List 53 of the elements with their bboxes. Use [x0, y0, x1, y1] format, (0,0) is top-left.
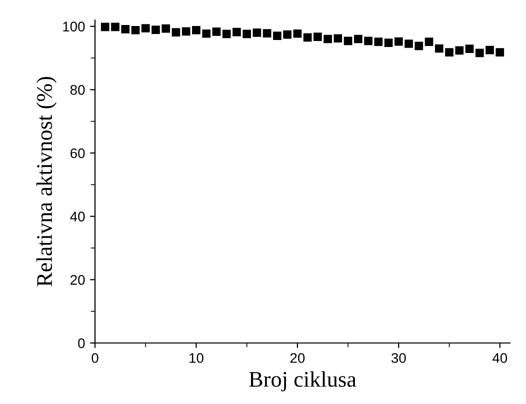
point [152, 26, 160, 34]
point [293, 29, 302, 38]
point [475, 48, 484, 58]
x-tick-label: 30 [391, 353, 406, 363]
point [172, 28, 180, 37]
point [414, 42, 424, 50]
point [100, 22, 110, 32]
y-tick-label: 100 [63, 22, 85, 32]
point [496, 48, 504, 56]
point [314, 32, 322, 41]
point [262, 29, 272, 38]
point [232, 28, 241, 36]
y-tick-label: 20 [70, 275, 85, 285]
point [202, 29, 211, 38]
point [384, 38, 393, 47]
point [445, 48, 454, 56]
y-tick-label: 60 [70, 148, 85, 158]
x-tick-label: 10 [190, 353, 204, 363]
point [252, 28, 262, 37]
point [364, 36, 372, 46]
point [273, 32, 282, 40]
point [192, 26, 200, 34]
point [141, 24, 150, 32]
point [222, 30, 231, 38]
point [394, 37, 403, 46]
point [324, 34, 332, 44]
point [242, 30, 251, 38]
y-tick-label: 40 [70, 212, 85, 222]
point [212, 28, 221, 36]
point [121, 25, 130, 34]
point [455, 46, 464, 55]
point [404, 40, 413, 48]
point [334, 34, 342, 43]
y-axis-title: Relativna aktivnost (%) [36, 76, 57, 286]
y-tick-label: 0 [78, 338, 85, 348]
x-axis-title: Broj ciklusa [249, 371, 356, 392]
point [354, 34, 362, 44]
point [283, 30, 292, 39]
point [182, 27, 190, 36]
point [111, 22, 120, 32]
point [303, 33, 312, 42]
point [434, 44, 444, 53]
point [424, 38, 434, 46]
point [344, 36, 352, 46]
y-tick-label: 80 [70, 85, 85, 95]
point [486, 46, 494, 54]
point [374, 38, 383, 46]
point [465, 44, 474, 53]
x-tick-label: 40 [492, 353, 508, 363]
x-tick-label: 0 [92, 353, 98, 363]
point [162, 24, 170, 33]
point [131, 26, 140, 34]
x-tick-label: 20 [290, 353, 305, 363]
